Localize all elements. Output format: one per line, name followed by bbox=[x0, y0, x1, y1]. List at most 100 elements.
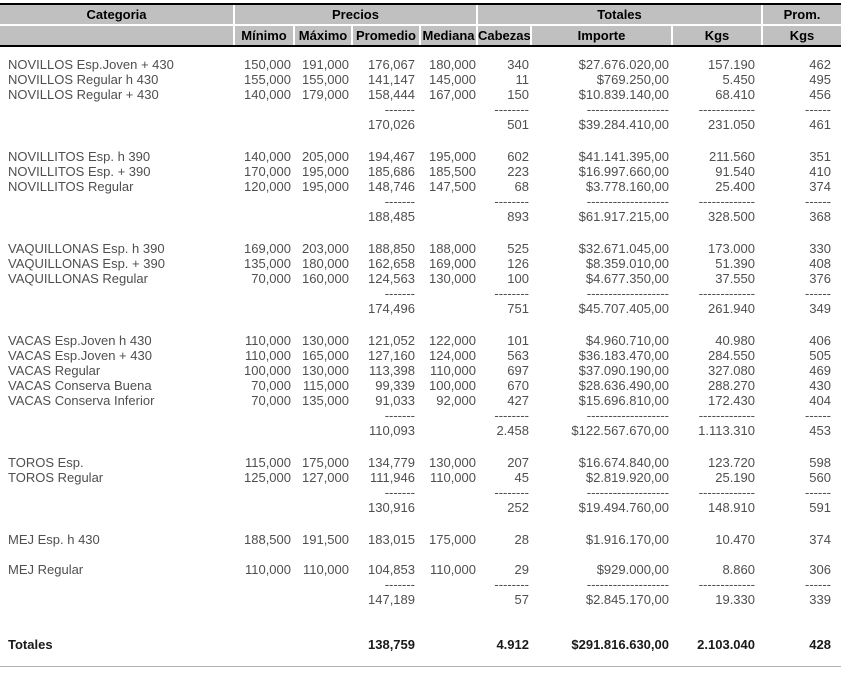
cell-maximo bbox=[295, 117, 353, 132]
cell-cabezas: 893 bbox=[507, 209, 529, 224]
cell-categoria: VACAS Esp.Joven + 430 bbox=[8, 348, 152, 363]
cell-minimo bbox=[235, 423, 295, 438]
cell-promedio: 183,015 bbox=[368, 532, 415, 547]
cell-promedio: 121,052 bbox=[368, 333, 415, 348]
cell-maximo bbox=[295, 194, 353, 209]
category-row: NOVILLOS Esp.Joven + 430 150,000 191,000 17… bbox=[0, 57, 841, 72]
subtotal-separator-row: ------- -------- ------------------- ------… bbox=[0, 577, 841, 592]
category-row: NOVILLOS Regular h 430 155,000 155,000 141,… bbox=[0, 72, 841, 87]
cell-cabezas: 207 bbox=[507, 455, 529, 470]
cell-categoria bbox=[0, 194, 235, 209]
category-row: VACAS Regular 100,000 130,000 113,398 110,00… bbox=[0, 363, 841, 378]
cell-importe: $2.845.170,00 bbox=[585, 592, 669, 607]
cell-prom-kgs: ------ bbox=[805, 485, 831, 500]
cell-categoria: NOVILLOS Esp.Joven + 430 bbox=[8, 57, 174, 72]
cell-categoria: TOROS Esp. bbox=[8, 455, 84, 470]
cell-mediana: 180,000 bbox=[429, 57, 476, 72]
cell-mediana: 195,000 bbox=[429, 149, 476, 164]
cell-maximo: 205,000 bbox=[302, 149, 349, 164]
cell-prom-kgs: 349 bbox=[809, 301, 831, 316]
cell-kgs: 261.940 bbox=[708, 301, 755, 316]
cell-minimo bbox=[235, 286, 295, 301]
cell-promedio: 91,033 bbox=[375, 393, 415, 408]
cell-promedio: 176,067 bbox=[368, 57, 415, 72]
cell-mediana: 145,000 bbox=[429, 72, 476, 87]
cell-minimo bbox=[235, 102, 295, 117]
cell-promedio: 99,339 bbox=[375, 378, 415, 393]
cell-categoria bbox=[0, 117, 235, 132]
cell-prom-kgs: 404 bbox=[809, 393, 831, 408]
cell-cabezas: 223 bbox=[507, 164, 529, 179]
cell-maximo: 195,000 bbox=[302, 179, 349, 194]
cell-cabezas: 28 bbox=[514, 532, 529, 547]
cell-categoria bbox=[0, 286, 235, 301]
cell-minimo: 70,000 bbox=[251, 378, 291, 393]
cell-prom-kgs: 368 bbox=[809, 209, 831, 224]
subheader-cell-promedio: Promedio bbox=[353, 26, 421, 45]
cell-categoria: VACAS Regular bbox=[8, 363, 101, 378]
cell-maximo: 165,000 bbox=[302, 348, 349, 363]
cell-minimo: 150,000 bbox=[244, 57, 291, 72]
cell-promedio: 134,779 bbox=[368, 455, 415, 470]
cell-promedio: 124,563 bbox=[368, 271, 415, 286]
cell-cabezas: 525 bbox=[507, 241, 529, 256]
cell-promedio: 147,189 bbox=[368, 592, 415, 607]
cell-importe: $10.839.140,00 bbox=[578, 87, 669, 102]
cell-promedio: 130,916 bbox=[368, 500, 415, 515]
cell-promedio: 162,658 bbox=[368, 256, 415, 271]
subheader-cell-kgs: Kgs bbox=[673, 26, 763, 45]
cell-maximo bbox=[295, 408, 353, 423]
cell-mediana: 147,500 bbox=[429, 179, 476, 194]
cell-minimo: 70,000 bbox=[251, 271, 291, 286]
subtotal-separator-row: ------- -------- ------------------- ------… bbox=[0, 408, 841, 423]
cell-mediana bbox=[421, 577, 478, 592]
category-row: VACAS Esp.Joven h 430 110,000 130,000 121,0… bbox=[0, 333, 841, 348]
cell-importe: $3.778.160,00 bbox=[585, 179, 669, 194]
cell-cabezas: -------- bbox=[494, 102, 529, 117]
cell-cabezas: 101 bbox=[507, 333, 529, 348]
cell-cabezas: 2.458 bbox=[496, 423, 529, 438]
cell-importe: $37.090.190,00 bbox=[578, 363, 669, 378]
cell-maximo: 155,000 bbox=[302, 72, 349, 87]
cell-categoria: NOVILLOS Regular + 430 bbox=[8, 87, 159, 102]
cell-maximo bbox=[295, 102, 353, 117]
cell-importe: $41.141.395,00 bbox=[578, 149, 669, 164]
cell-importe: $929.000,00 bbox=[596, 562, 669, 577]
category-row: NOVILLITOS Esp. h 390 140,000 205,000 194,4… bbox=[0, 149, 841, 164]
cell-cabezas: 501 bbox=[507, 117, 529, 132]
cell-cabezas: 11 bbox=[515, 72, 530, 87]
cell-minimo bbox=[235, 485, 295, 500]
cell-kgs: 123.720 bbox=[708, 455, 755, 470]
cell-cabezas: 68 bbox=[514, 179, 529, 194]
cell-kgs: 25.400 bbox=[715, 179, 755, 194]
cell-promedio: 188,485 bbox=[368, 209, 415, 224]
header-cell-prom: Prom. bbox=[763, 5, 841, 26]
cell-kgs: 173.000 bbox=[708, 241, 755, 256]
cell-promedio: ------- bbox=[384, 408, 415, 423]
cell-categoria bbox=[0, 301, 235, 316]
cell-cabezas: -------- bbox=[494, 408, 529, 423]
cell-kgs: 284.550 bbox=[708, 348, 755, 363]
cell-minimo bbox=[235, 301, 295, 316]
cell-prom-kgs: 306 bbox=[809, 562, 831, 577]
subheader-cell-mediana: Mediana bbox=[421, 26, 478, 45]
cell-prom-kgs: 591 bbox=[809, 500, 831, 515]
header-group-row: Categoria Precios Totales Prom. bbox=[0, 5, 841, 26]
cell-kgs: 157.190 bbox=[708, 57, 755, 72]
cell-kgs: 328.500 bbox=[708, 209, 755, 224]
cell-importe: ------------------- bbox=[586, 286, 669, 301]
cell-promedio: 148,746 bbox=[368, 179, 415, 194]
cell-mediana bbox=[421, 102, 478, 117]
cell-mediana: 122,000 bbox=[429, 333, 476, 348]
category-row: MEJ Esp. h 430 188,500 191,500 183,015 175,0… bbox=[0, 532, 841, 547]
cell-mediana: 92,000 bbox=[436, 393, 476, 408]
cell-prom-kgs: 374 bbox=[809, 179, 831, 194]
cell-minimo bbox=[235, 194, 295, 209]
cell-cabezas: -------- bbox=[494, 485, 529, 500]
cell-minimo: 135,000 bbox=[244, 256, 291, 271]
cell-maximo: 175,000 bbox=[302, 455, 349, 470]
cell-kgs: 68.410 bbox=[715, 87, 755, 102]
subheader-cell-maximo: Máximo bbox=[295, 26, 353, 45]
cell-maximo: 195,000 bbox=[302, 164, 349, 179]
cell-cabezas: 252 bbox=[507, 500, 529, 515]
